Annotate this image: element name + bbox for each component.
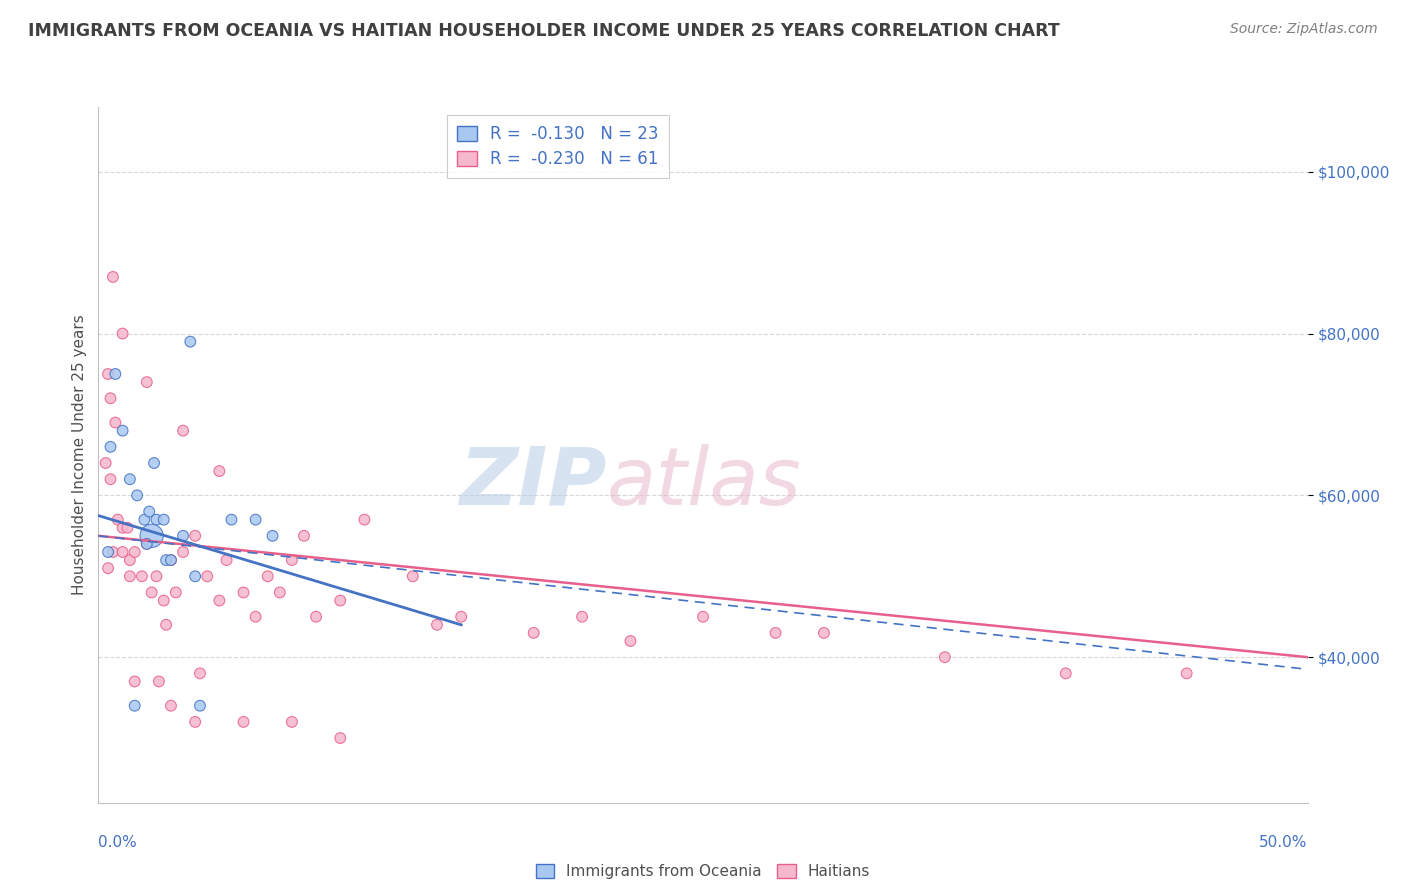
Point xyxy=(107,513,129,527)
Point xyxy=(692,609,714,624)
Point xyxy=(179,334,201,349)
Text: atlas: atlas xyxy=(606,443,801,522)
Point xyxy=(281,714,304,729)
Point xyxy=(523,626,546,640)
Y-axis label: Householder Income Under 25 years: Householder Income Under 25 years xyxy=(72,315,87,595)
Point xyxy=(1175,666,1198,681)
Point xyxy=(184,714,207,729)
Point xyxy=(292,529,315,543)
Point xyxy=(155,617,177,632)
Point xyxy=(135,537,157,551)
Point xyxy=(402,569,425,583)
Point xyxy=(329,593,352,607)
Point xyxy=(135,375,157,389)
Point xyxy=(118,472,141,486)
Point xyxy=(111,326,134,341)
Point xyxy=(135,537,157,551)
Point xyxy=(172,529,194,543)
Point xyxy=(127,488,149,502)
Point xyxy=(100,440,122,454)
Point xyxy=(188,698,211,713)
Point xyxy=(100,392,122,406)
Point xyxy=(101,269,124,284)
Point xyxy=(215,553,238,567)
Point xyxy=(160,698,183,713)
Point xyxy=(111,521,134,535)
Point xyxy=(195,569,218,583)
Point xyxy=(94,456,117,470)
Point xyxy=(141,585,163,599)
Point xyxy=(619,634,641,648)
Point xyxy=(232,714,254,729)
Point xyxy=(329,731,352,745)
Point xyxy=(245,513,267,527)
Point xyxy=(118,553,141,567)
Point xyxy=(765,626,787,640)
Text: Source: ZipAtlas.com: Source: ZipAtlas.com xyxy=(1230,22,1378,37)
Point xyxy=(145,513,167,527)
Point xyxy=(245,609,267,624)
Point xyxy=(256,569,278,583)
Point xyxy=(155,553,177,567)
Point xyxy=(262,529,284,543)
Point xyxy=(160,553,183,567)
Point xyxy=(305,609,328,624)
Point xyxy=(232,585,254,599)
Point xyxy=(813,626,835,640)
Text: IMMIGRANTS FROM OCEANIA VS HAITIAN HOUSEHOLDER INCOME UNDER 25 YEARS CORRELATION: IMMIGRANTS FROM OCEANIA VS HAITIAN HOUSE… xyxy=(28,22,1060,40)
Text: 0.0%: 0.0% xyxy=(98,836,138,850)
Text: 50.0%: 50.0% xyxy=(1260,836,1308,850)
Point xyxy=(97,367,120,381)
Point xyxy=(221,513,243,527)
Point xyxy=(138,504,160,518)
Point xyxy=(188,666,211,681)
Point xyxy=(353,513,375,527)
Point xyxy=(124,698,146,713)
Point xyxy=(101,545,124,559)
Point xyxy=(104,416,127,430)
Point xyxy=(934,650,956,665)
Point xyxy=(450,609,472,624)
Point xyxy=(281,553,304,567)
Point xyxy=(141,529,163,543)
Point xyxy=(124,545,146,559)
Point xyxy=(111,545,134,559)
Point xyxy=(184,529,207,543)
Point xyxy=(145,569,167,583)
Point xyxy=(100,472,122,486)
Point xyxy=(426,617,449,632)
Point xyxy=(208,464,231,478)
Point xyxy=(269,585,291,599)
Point xyxy=(172,545,194,559)
Point xyxy=(172,424,194,438)
Point xyxy=(160,553,183,567)
Point xyxy=(571,609,593,624)
Legend: Immigrants from Oceania, Haitians: Immigrants from Oceania, Haitians xyxy=(530,858,876,886)
Point xyxy=(124,674,146,689)
Point xyxy=(104,367,127,381)
Text: ZIP: ZIP xyxy=(458,443,606,522)
Point xyxy=(143,456,166,470)
Point xyxy=(117,521,139,535)
Point xyxy=(1054,666,1077,681)
Point xyxy=(134,513,156,527)
Point xyxy=(208,593,231,607)
Point xyxy=(111,424,134,438)
Point xyxy=(97,561,120,575)
Point xyxy=(118,569,141,583)
Point xyxy=(148,674,170,689)
Point xyxy=(184,569,207,583)
Point xyxy=(152,593,174,607)
Point xyxy=(165,585,187,599)
Point xyxy=(97,545,120,559)
Point xyxy=(152,513,174,527)
Point xyxy=(131,569,153,583)
